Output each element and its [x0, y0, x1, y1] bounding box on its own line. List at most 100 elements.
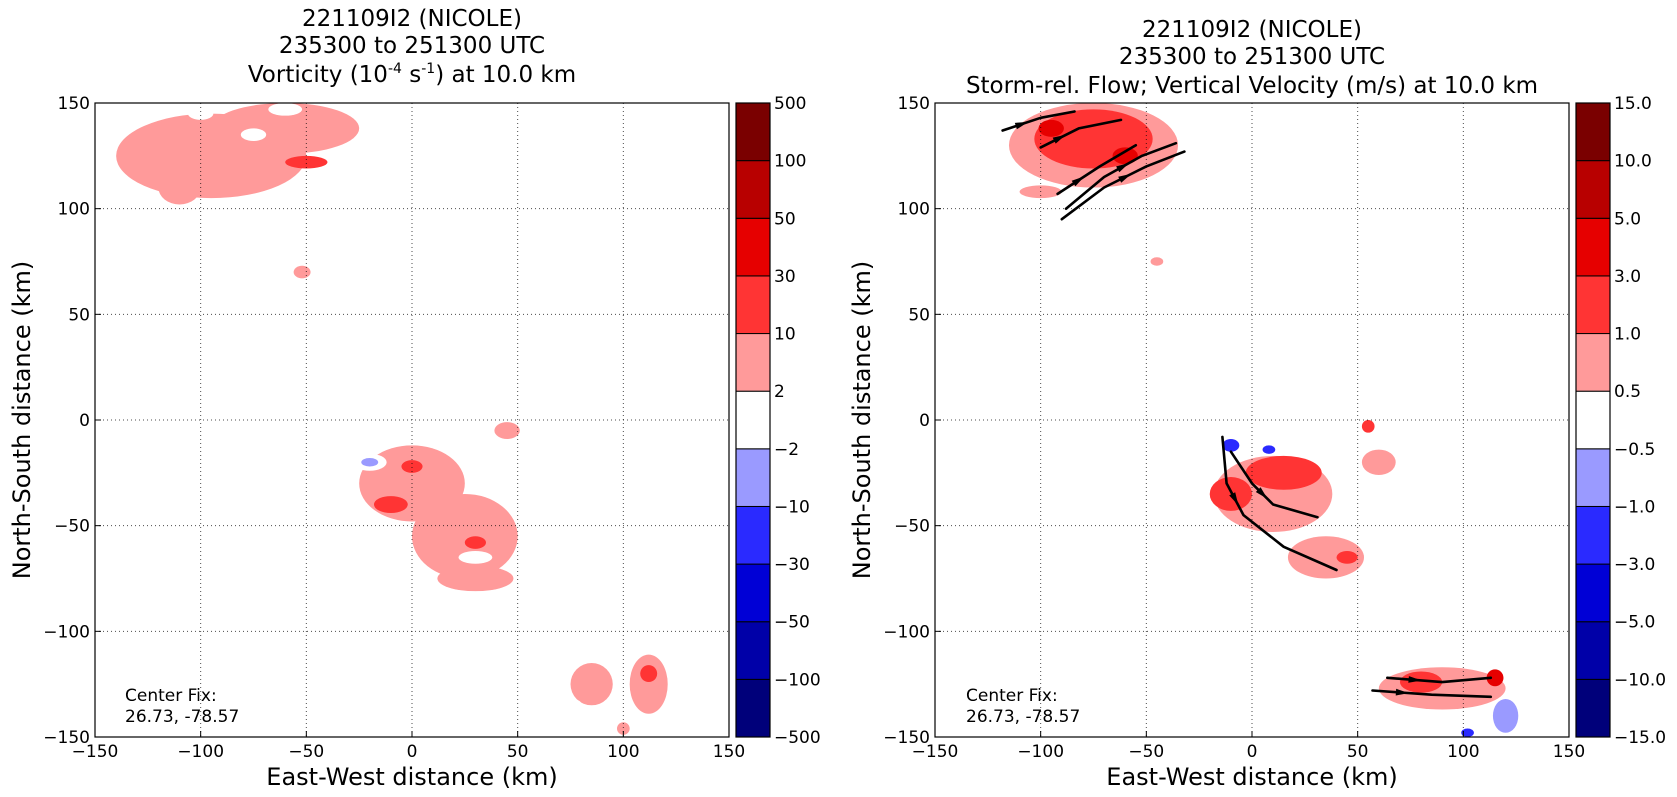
y-tick-label: −100 — [883, 622, 930, 642]
colorbar-swatch — [735, 390, 771, 450]
streamline-arrowhead — [1255, 487, 1268, 499]
streamline — [1039, 118, 1123, 149]
colorbar-tick-label: 100 — [774, 152, 806, 172]
colorbar-swatch — [735, 275, 771, 335]
streamline-arrowhead — [1071, 176, 1085, 187]
chart-title-line3: Vorticity (10-4 s-1) at 10.0 km — [248, 61, 576, 88]
contour-region — [494, 422, 520, 440]
vertical-velocity-contour-regions — [1008, 103, 1519, 737]
contour-region — [616, 722, 630, 735]
streamline-arrowhead — [1052, 134, 1066, 144]
colorbar: −500 −100 −50 −30 −10 −2 2 10 30 50 100 500 — [735, 94, 821, 748]
contour-region — [1287, 536, 1365, 579]
contour-region — [559, 698, 582, 708]
chart-title-line1: 221109I2 (NICOLE) — [302, 6, 522, 32]
contour-region — [1461, 728, 1474, 737]
colorbar-tick-label: 2 — [774, 382, 785, 402]
colorbar-swatch — [735, 621, 771, 680]
y-tick-label: 50 — [908, 305, 930, 325]
axis-ticks: −150−150 −100 −100 −50 −50 0 0 50 50 100 100 150 150 — [883, 94, 1585, 762]
contour-region — [498, 477, 516, 490]
contour-region — [1486, 669, 1504, 687]
colorbar-swatch — [735, 160, 771, 219]
storm-relative-streamlines — [1001, 110, 1493, 699]
contour-region — [187, 107, 214, 120]
x-tick-label: −100 — [177, 742, 224, 762]
y-tick-label: −150 — [43, 728, 90, 748]
y-tick-label: 150 — [898, 94, 930, 114]
colorbar-tick-label: −2 — [774, 440, 799, 460]
contour-region — [464, 536, 486, 549]
x-tick-label: 0 — [1247, 742, 1258, 762]
x-tick-label: −150 — [912, 742, 959, 762]
streamline-arrowhead — [1118, 173, 1132, 183]
contour-region — [437, 565, 514, 592]
colorbar-swatch — [735, 678, 771, 738]
colorbar-tick-label: −15.0 — [1614, 728, 1666, 748]
colorbar: −15.0 −10.0 −5.0 −3.0 −1.0 −0.5 0.5 1.0 3.0 5.0 10… — [1575, 94, 1666, 748]
contour-region — [458, 551, 493, 564]
colorbar-tick-label: −100 — [774, 670, 821, 690]
contour-region — [401, 460, 423, 473]
colorbar-swatch — [735, 505, 771, 565]
colorbar-swatch — [1575, 275, 1611, 335]
contour-region — [1150, 257, 1164, 266]
contour-region — [361, 458, 379, 467]
x-axis-label: East-West distance (km) — [1106, 763, 1397, 791]
contour-region — [240, 128, 267, 142]
contour-region — [1361, 420, 1375, 433]
colorbar-tick-label: 500 — [774, 94, 806, 114]
contour-region — [581, 644, 603, 653]
vorticity-panel: 221109I2 (NICOLE) 235300 to 251300 UTC V… — [8, 6, 821, 791]
x-axis-label: East-West distance (km) — [266, 763, 557, 791]
y-tick-label: −50 — [894, 517, 930, 537]
streamline — [1221, 435, 1338, 572]
contour-region — [1112, 147, 1138, 165]
x-tick-label: −150 — [72, 742, 119, 762]
streamline — [1056, 144, 1138, 196]
streamline — [1371, 689, 1493, 699]
contour-region — [373, 496, 408, 513]
colorbar-swatch — [1575, 102, 1611, 162]
colorbar-tick-label: −5.0 — [1614, 613, 1655, 633]
contour-region — [640, 665, 658, 683]
vertical-velocity-panel: 221109I2 (NICOLE) 235300 to 251300 UTC S… — [848, 17, 1666, 791]
colorbar-tick-label: 0.5 — [1614, 382, 1641, 402]
y-tick-label: 150 — [58, 94, 90, 114]
colorbar-frame — [735, 102, 771, 738]
colorbar-swatch — [1575, 621, 1611, 680]
colorbar-tick-label: −500 — [774, 728, 821, 748]
x-tick-label: −100 — [1017, 742, 1064, 762]
colorbar-tick-label: 3.0 — [1614, 267, 1641, 287]
colorbar-tick-label: 50 — [774, 209, 796, 229]
contour-region — [629, 654, 668, 714]
streamline-arrowhead — [1116, 163, 1130, 173]
colorbar-swatch — [1575, 390, 1611, 450]
y-tick-label: 50 — [68, 305, 90, 325]
colorbar-tick-label: −1.0 — [1614, 497, 1655, 517]
colorbar-tick-label: 1.0 — [1614, 325, 1641, 345]
center-fix-coords: 26.73, -78.57 — [125, 707, 239, 727]
colorbar-tick-label: −3.0 — [1614, 555, 1655, 575]
y-tick-label: 100 — [58, 200, 90, 220]
contour-region — [1038, 119, 1064, 137]
contour-region — [268, 103, 303, 116]
colorbar-tick-label: 10 — [774, 325, 796, 345]
contour-region — [1361, 449, 1396, 475]
x-tick-label: −50 — [1128, 742, 1164, 762]
y-axis-label: North-South distance (km) — [8, 261, 36, 580]
contour-region — [158, 170, 201, 205]
streamline-arrowhead — [1229, 492, 1239, 506]
x-tick-label: 100 — [607, 742, 639, 762]
x-tick-label: 50 — [1347, 742, 1369, 762]
streamline — [1386, 676, 1493, 684]
x-tick-label: 150 — [1553, 742, 1585, 762]
chart-title-line1: 221109I2 (NICOLE) — [1142, 17, 1362, 43]
contour-region — [412, 493, 518, 579]
streamline-arrowhead — [1014, 121, 1029, 130]
colorbar-swatch — [1575, 505, 1611, 565]
colorbar-tick-label: 15.0 — [1614, 94, 1652, 114]
chart-title-line3: Storm-rel. Flow; Vertical Velocity (m/s)… — [966, 73, 1538, 99]
colorbar-tick-label: −30 — [774, 555, 810, 575]
colorbar-swatch — [1575, 333, 1611, 392]
